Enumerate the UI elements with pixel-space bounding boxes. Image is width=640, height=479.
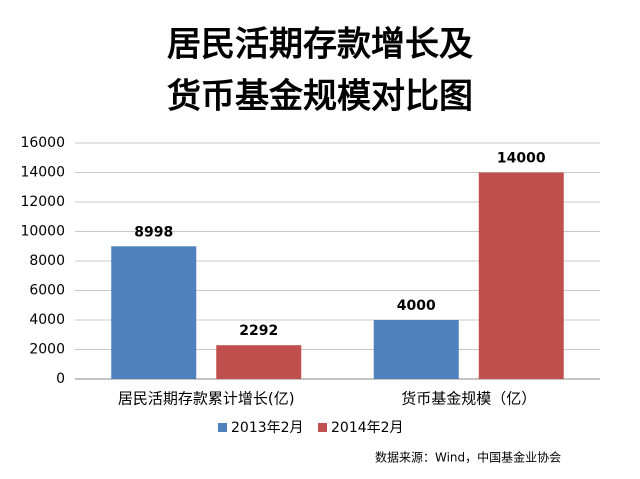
legend-swatch bbox=[218, 423, 227, 432]
y-tick-label: 14000 bbox=[20, 165, 65, 181]
bar bbox=[216, 345, 302, 379]
bar bbox=[373, 320, 459, 379]
y-tick-label: 16000 bbox=[20, 135, 65, 151]
chart-title: 居民活期存款增长及 bbox=[167, 25, 473, 65]
bar bbox=[478, 172, 564, 379]
y-tick-label: 12000 bbox=[20, 194, 65, 210]
y-tick-label: 6000 bbox=[29, 283, 65, 299]
value-label: 4000 bbox=[397, 298, 436, 314]
value-label: 8998 bbox=[134, 224, 173, 240]
source-note: 数据来源：Wind，中国基金业协会 bbox=[375, 450, 561, 465]
bar bbox=[111, 246, 197, 379]
chart-title: 货币基金规模对比图 bbox=[167, 77, 473, 117]
x-tick-label: 居民活期存款累计增长(亿) bbox=[118, 390, 295, 408]
x-tick-label: 货币基金规模（亿） bbox=[401, 390, 536, 408]
legend-label: 2014年2月 bbox=[331, 420, 404, 436]
y-tick-label: 2000 bbox=[29, 342, 65, 358]
y-tick-label: 4000 bbox=[29, 312, 65, 328]
y-tick-label: 8000 bbox=[29, 253, 65, 269]
value-label: 2292 bbox=[239, 323, 278, 339]
value-label: 14000 bbox=[497, 151, 546, 167]
y-tick-label: 10000 bbox=[20, 224, 65, 240]
y-tick-label: 0 bbox=[56, 371, 65, 387]
legend-swatch bbox=[318, 423, 327, 432]
legend-label: 2013年2月 bbox=[231, 420, 304, 436]
